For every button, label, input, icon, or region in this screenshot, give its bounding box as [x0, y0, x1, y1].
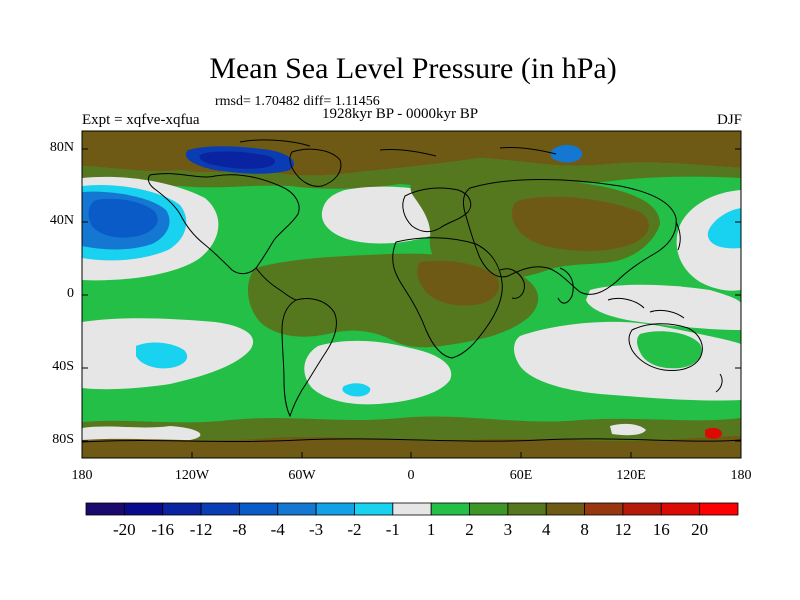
- colorbar-swatch: [469, 502, 509, 516]
- lat-label-80s: 80S: [52, 432, 74, 447]
- colorbar-swatch: [507, 502, 547, 516]
- pressure-field: [82, 131, 741, 458]
- axis-ticks: [81, 148, 742, 458]
- colorbar-label: 8: [580, 520, 589, 539]
- colorbar-swatch: [162, 502, 202, 516]
- stats-line: rmsd= 1.70482 diff= 1.11456: [215, 94, 380, 109]
- lon-label-60e: 60E: [509, 468, 533, 483]
- lon-label-180w: 180: [71, 468, 93, 483]
- field-antarctic-grey2: [610, 423, 646, 436]
- period-label: 1928kyr BP - 0000kyr BP: [322, 106, 479, 122]
- colorbar-swatch: [315, 502, 355, 516]
- colorbar-label: 20: [691, 520, 709, 539]
- colorbar-label: -1: [385, 520, 400, 539]
- chart-title: Mean Sea Level Pressure (in hPa): [209, 52, 617, 85]
- lon-label-120e: 120E: [616, 468, 646, 483]
- colorbar-swatch: [699, 502, 739, 516]
- lat-label-0: 0: [67, 286, 74, 301]
- coastlines: [82, 139, 741, 443]
- colorbar-label: -20: [113, 520, 136, 539]
- lon-label-0: 0: [407, 468, 415, 483]
- experiment-label: Expt = xqfve-xqfua: [82, 112, 200, 128]
- colorbar-label: -4: [270, 520, 285, 539]
- colorbar-label: -2: [347, 520, 362, 539]
- field-southern-grey: [82, 426, 201, 443]
- field-sahara-brown: [417, 260, 500, 306]
- field-tropical-olive: [247, 253, 539, 348]
- colorbar-swatch: [430, 502, 470, 516]
- colorbar-label: 12: [614, 520, 632, 539]
- colorbar-swatch: [123, 502, 164, 516]
- lat-label-40s: 40S: [52, 359, 74, 374]
- colorbar-swatch: [392, 502, 432, 516]
- colorbar-label: 2: [465, 520, 474, 539]
- colorbar-label: 1: [426, 520, 436, 539]
- field-npacific-east-cyan: [707, 208, 741, 249]
- field-spacific-cyan: [136, 342, 188, 369]
- field-wpacific-grey: [586, 284, 741, 330]
- colorbar-swatch: [545, 502, 585, 516]
- field-satlantic-cyan: [342, 383, 371, 397]
- lon-label-120w: 120W: [174, 468, 210, 483]
- field-antarctic-red: [705, 427, 722, 439]
- colorbar-swatch: [622, 502, 662, 516]
- colorbar-swatch: [277, 502, 317, 516]
- season-label: DJF: [716, 112, 742, 128]
- lon-label-180e: 180: [730, 468, 752, 483]
- lat-label-80n: 80N: [49, 140, 74, 155]
- colorbar-label: -16: [151, 520, 175, 539]
- colorbar-swatch: [200, 502, 240, 516]
- colorbar-swatch: [660, 502, 701, 516]
- field-siberia-low: [550, 144, 583, 163]
- colorbar-label: 4: [541, 520, 551, 539]
- field-australia-green: [637, 331, 702, 369]
- colorbar-swatch: [354, 502, 394, 516]
- colorbar-swatch: [85, 502, 125, 516]
- colorbar-label: -8: [232, 520, 247, 539]
- colorbar-label: -12: [189, 520, 213, 539]
- colorbar-label: 3: [503, 520, 513, 539]
- colorbar-label: -3: [309, 520, 324, 539]
- field-npacific-navy: [88, 198, 158, 238]
- colorbar-label: 16: [652, 520, 670, 539]
- field-satlantic-grey: [304, 340, 452, 405]
- lat-label-40n: 40N: [49, 213, 74, 228]
- field-greenland-core: [199, 151, 276, 169]
- field-asia-brown: [512, 196, 649, 251]
- colorbar-swatch: [584, 502, 624, 516]
- colorbar-swatch: [239, 502, 279, 516]
- colorbar: [85, 502, 739, 516]
- lon-label-60w: 60W: [288, 468, 316, 483]
